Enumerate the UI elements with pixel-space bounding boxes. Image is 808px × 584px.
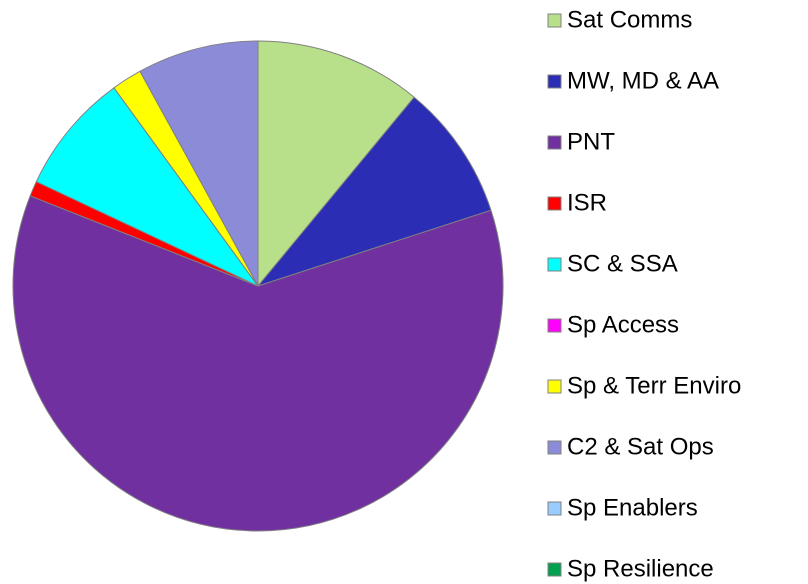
legend-label: MW, MD & AA xyxy=(567,67,719,94)
legend-label: SC & SSA xyxy=(567,250,678,277)
legend-label: Sat Comms xyxy=(567,6,692,33)
legend-label: PNT xyxy=(567,128,615,155)
pie-slice xyxy=(35,87,259,287)
legend-label: ISR xyxy=(567,189,607,216)
legend-swatch xyxy=(547,379,562,394)
legend-label: Sp Access xyxy=(567,311,679,338)
legend-label: C2 & Sat Ops xyxy=(567,433,714,460)
legend-swatch xyxy=(547,13,562,28)
pie-slice xyxy=(139,40,259,287)
legend-swatch xyxy=(547,74,562,89)
legend-label: Sp Resilience xyxy=(567,555,714,582)
legend-swatch xyxy=(547,196,562,211)
pie-slice xyxy=(257,40,415,288)
legend-swatch xyxy=(547,257,562,272)
pie-slice xyxy=(12,195,504,532)
legend-swatch xyxy=(547,562,562,577)
pie-slice xyxy=(256,96,492,288)
legend-swatch xyxy=(547,318,562,333)
legend-swatch xyxy=(547,440,562,455)
legend-swatch xyxy=(547,135,562,150)
legend-swatch xyxy=(547,501,562,516)
legend-label: Sp Enablers xyxy=(567,494,698,521)
legend-label: Sp & Terr Enviro xyxy=(567,372,741,399)
